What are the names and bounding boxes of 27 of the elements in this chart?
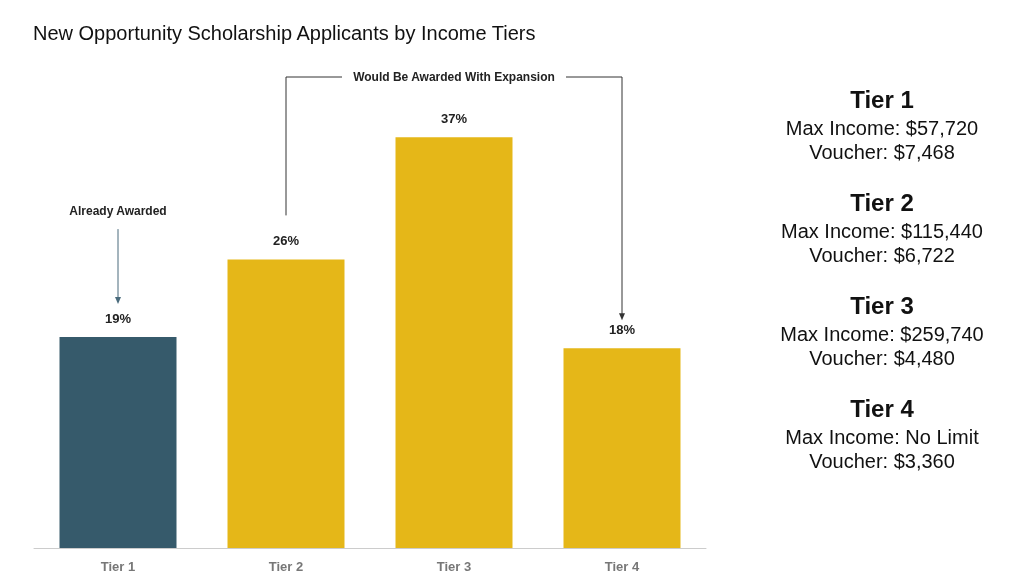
text: Tier 1 <box>849 85 915 115</box>
bar <box>59 337 177 548</box>
text: Would Be Awarded With Expansion <box>353 70 555 84</box>
text: Tier 4 <box>849 394 915 424</box>
data-label: 37% <box>440 111 468 127</box>
bar <box>227 259 345 548</box>
bar <box>563 348 681 548</box>
text: Voucher: $6,722 <box>808 243 956 267</box>
text: Tier 2 <box>849 188 915 218</box>
bar <box>395 137 513 548</box>
text: Voucher: $4,480 <box>808 346 956 370</box>
text: Max Income: No Limit <box>784 425 980 449</box>
text: Max Income: $57,720 <box>784 116 980 140</box>
text: Voucher: $7,468 <box>808 140 956 164</box>
text: Max Income: $115,440 <box>780 219 984 243</box>
text: Voucher: $3,360 <box>808 449 956 473</box>
text: Tier 3 <box>849 291 915 321</box>
chart-title: New Opportunity Scholarship Applicants by Income Tiers <box>33 22 536 44</box>
x-tick-label: Tier 2 <box>268 559 304 574</box>
x-tick-label: Tier 4 <box>604 559 640 574</box>
x-tick-label: Tier 1 <box>100 559 136 574</box>
x-tick-label: Tier 3 <box>436 559 472 574</box>
data-label: 18% <box>608 322 636 338</box>
data-label: 26% <box>272 233 300 249</box>
text: Max Income: $259,740 <box>779 322 985 346</box>
data-label: 19% <box>104 311 132 327</box>
annotation: Already Awarded <box>69 204 167 219</box>
